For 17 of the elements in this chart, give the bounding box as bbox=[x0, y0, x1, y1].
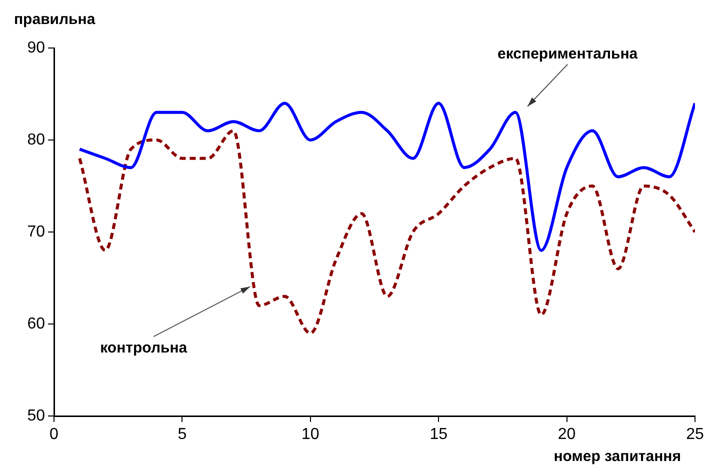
x-tick-label: 0 bbox=[50, 426, 59, 444]
y-axis-title: правильна bbox=[14, 11, 96, 28]
y-tick-label: 60 bbox=[27, 315, 46, 332]
y-tick-label: 80 bbox=[27, 131, 46, 148]
x-tick-label: 25 bbox=[686, 426, 704, 444]
x-tick-label: 5 bbox=[178, 426, 187, 444]
x-axis-title: номер запитання bbox=[554, 448, 681, 465]
line-series bbox=[78, 102, 695, 252]
y-tick-label: 50 bbox=[27, 407, 46, 424]
line-series bbox=[78, 129, 695, 335]
text: експериментальна bbox=[498, 46, 638, 63]
y-tick-label: 70 bbox=[27, 223, 46, 240]
y-tick-label: 90 bbox=[27, 39, 46, 56]
x-tick-label: 20 bbox=[558, 426, 576, 444]
x-tick-label: 10 bbox=[302, 426, 320, 444]
text: контрольна bbox=[100, 340, 188, 357]
x-tick-label: 15 bbox=[430, 426, 448, 444]
